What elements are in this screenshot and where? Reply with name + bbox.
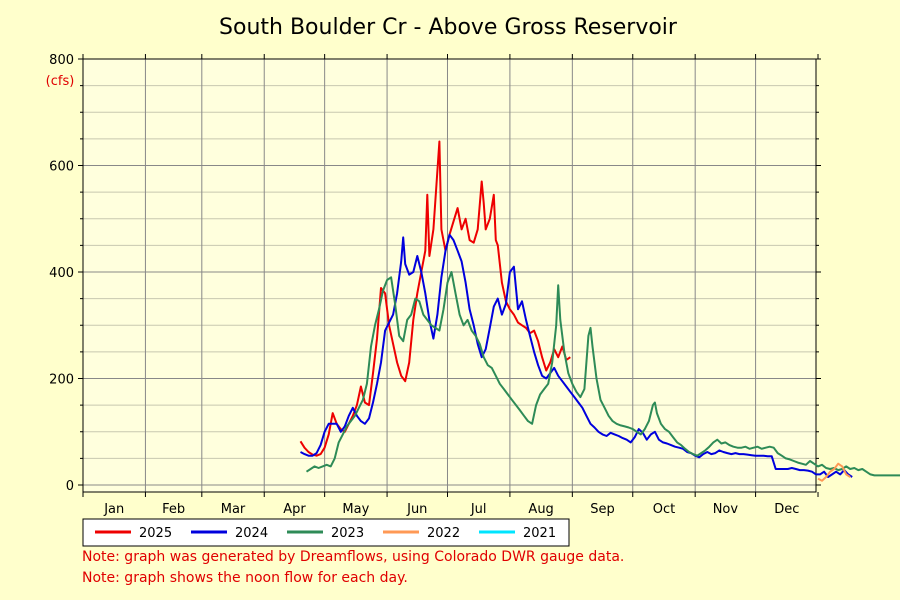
y-tick-label: 0 [66, 479, 74, 494]
note-noon-flow: Note: graph shows the noon flow for each… [82, 570, 408, 586]
x-tick-label: Jul [470, 502, 487, 517]
plot-frame [82, 58, 817, 493]
x-tick-label: Mar [221, 502, 246, 517]
y-axis-unit: (cfs) [46, 74, 75, 89]
series-line-2024 [300, 233, 853, 478]
legend-label-2025: 2025 [139, 526, 172, 541]
x-tick-label: Aug [528, 502, 553, 517]
chart-title: South Boulder Cr - Above Gross Reservoir [219, 15, 678, 40]
x-axis: Jan Feb Mar Apr May Jun Jul Aug Sep Oct Nov Dec [82, 54, 819, 517]
series-layer [299, 140, 900, 482]
legend: 2025 2024 2023 2022 2021 [82, 518, 570, 547]
note-data-source: Note: graph was generated by Dreamflows,… [82, 549, 625, 565]
grid [83, 58, 816, 492]
x-tick-label: Jun [406, 502, 427, 517]
x-tick-label: Jan [103, 502, 124, 517]
y-tick-label: 200 [49, 373, 74, 388]
series-line-2023 [305, 271, 900, 477]
x-tick-label: Feb [162, 502, 185, 517]
y-tick-label: 600 [49, 160, 74, 175]
x-tick-label: May [342, 502, 369, 517]
y-tick-label: 800 [49, 53, 74, 68]
legend-label-2021: 2021 [523, 526, 556, 541]
y-tick-label: 400 [49, 266, 74, 281]
x-tick-label: Apr [283, 502, 306, 517]
x-tick-label: Sep [590, 502, 615, 517]
x-tick-label: Oct [653, 502, 675, 517]
x-tick-label: Nov [713, 502, 739, 517]
y-axis: 0 200 400 600 800 [49, 53, 821, 494]
legend-label-2023: 2023 [331, 526, 364, 541]
legend-label-2022: 2022 [427, 526, 460, 541]
x-tick-label: Dec [774, 502, 799, 517]
legend-label-2024: 2024 [235, 526, 268, 541]
series-line-2022 [817, 462, 851, 482]
